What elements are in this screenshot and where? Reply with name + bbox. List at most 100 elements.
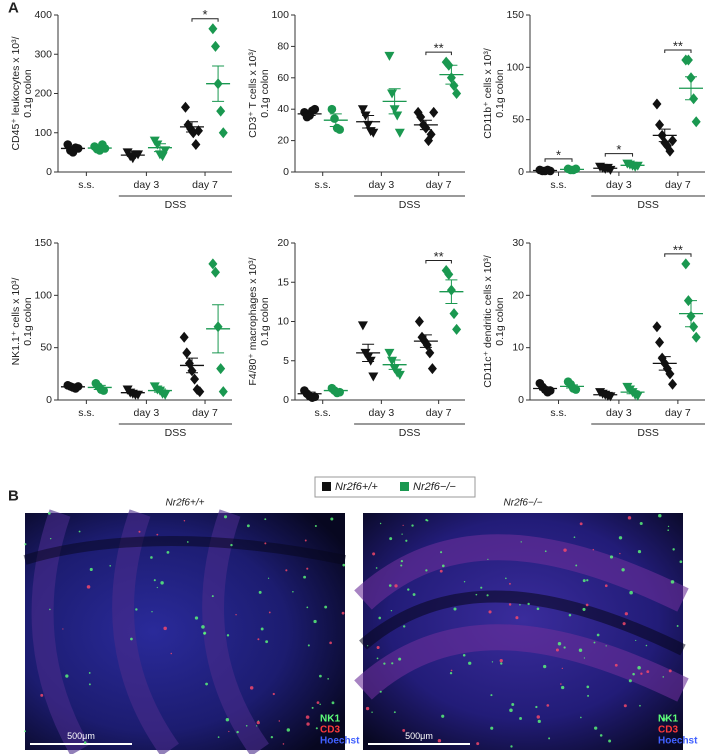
data-point [652,321,662,333]
error-bar [539,386,552,391]
error-bar [185,121,198,133]
error-bar [303,391,316,396]
data-point [414,316,424,327]
fluorescence-spot [327,678,329,680]
fluorescence-spot [257,638,260,641]
y-tick-label: 0 [283,394,289,406]
fluorescence-spot [286,728,291,732]
x-tick-label: s.s. [78,179,94,191]
fluorescence-spot [86,585,91,589]
legend-label: Nr2f6+/+ [335,481,378,493]
data-point [152,140,163,150]
error-bar [329,388,342,393]
y-tick-label: 300 [34,48,52,60]
fluorescence-spot [166,550,170,554]
fluorescence-spot [329,641,332,645]
fluorescence-spot [536,607,540,611]
fluorescence-spot [509,708,513,713]
fluorescence-spot [411,524,414,527]
y-tick-label: 0 [46,394,52,406]
y-axis-label: 0.1g colon [494,69,506,118]
fluorescence-spot [561,667,563,669]
fluorescence-spot [662,676,665,678]
fluorescence-spot [282,743,285,745]
error-bar [445,279,458,304]
fluorescence-spot [62,628,64,630]
significance-bracket [664,49,692,54]
data-point [179,331,189,343]
fluorescence-spot [379,690,382,693]
panel-label: B [8,488,19,505]
fluorescence-spot [402,524,404,526]
data-point [180,101,190,113]
fluorescence-spot [378,616,382,620]
fluorescence-spot [305,715,310,719]
y-axis-label: 0.1g colon [494,297,506,346]
fluorescence-spot [614,663,618,667]
fluorescence-spot [662,717,666,721]
fluorescence-spot [490,726,494,730]
error-bar [66,146,79,151]
fluorescence-spot [256,721,260,725]
data-point [449,308,459,320]
y-axis-label: CD11b⁺ cells x 10³/ [482,48,494,139]
data-point [310,392,320,402]
data-point [665,145,675,157]
x-tick-label: day 3 [134,407,160,419]
y-tick-label: 150 [506,9,524,21]
error-bar [685,76,697,101]
x-tick-label: day 7 [192,179,218,191]
fluorescence-spot [225,718,230,722]
fluorescence-spot [623,704,627,708]
data-point [426,128,436,140]
fluorescence-spot [383,662,386,665]
fluorescence-spot [311,706,314,709]
fluorescence-spot [316,701,320,705]
data-point [427,363,437,375]
fluorescence-spot [609,555,614,559]
fluorescence-spot [639,522,643,526]
x-tick-label: day 3 [369,179,395,191]
fluorescence-spot [88,683,91,686]
fluorescence-spot [270,735,274,739]
y-tick-label: 0 [46,166,52,178]
fluorescence-spot [579,522,583,526]
fluorescence-spot [49,537,52,540]
fluorescence-spot [236,730,239,734]
fluorescence-spot [527,602,530,606]
fluorescence-spot [580,716,582,719]
fluorescence-spot [453,607,457,611]
fluorescence-spot [670,580,675,584]
data-point [335,125,345,134]
fluorescence-spot [646,670,650,674]
error-bar [626,164,639,167]
channel-label: NK1 [658,714,678,725]
data-point [208,258,218,270]
error-bar [658,356,671,371]
fluorescence-spot [441,714,445,718]
data-point [193,125,203,137]
y-axis-label: CD3⁺ T cells x 10³/ [247,49,259,138]
legend-swatch [400,482,409,491]
fluorescence-spot [463,581,466,583]
fluorescence-spot [183,520,186,522]
fluorescence-spot [582,607,586,611]
fluorescence-spot [186,541,189,543]
fluorescence-spot [24,730,26,733]
fluorescence-spot [400,564,403,567]
y-tick-label: 0 [518,394,524,406]
fluorescence-spot [170,652,173,655]
fluorescence-spot [645,644,648,647]
fluorescence-spot [486,594,489,597]
fluorescence-spot [520,541,522,543]
fluorescence-spot [488,610,492,614]
data-point [210,40,220,52]
error-bar [566,168,578,171]
fluorescence-spot [217,736,220,738]
significance-bracket [544,158,573,162]
fluorescence-spot [331,701,335,705]
fluorescence-spot [402,625,406,628]
legend-label: Nr2f6−/− [413,481,456,493]
fluorescence-spot [228,730,230,733]
fluorescence-spot [509,582,511,585]
